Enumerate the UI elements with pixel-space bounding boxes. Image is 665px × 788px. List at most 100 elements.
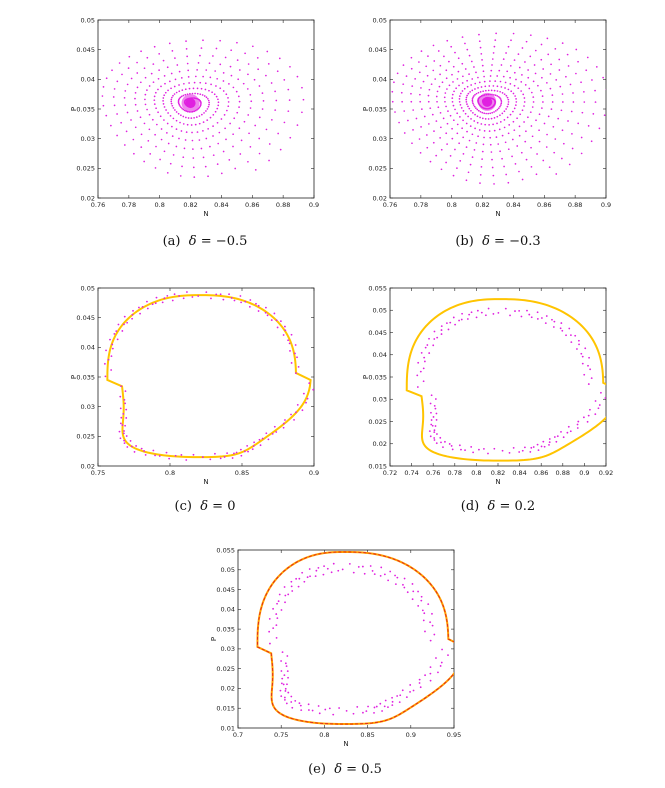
trajectory-point [493, 117, 496, 119]
trajectory-point [275, 636, 278, 639]
trajectory-point [491, 58, 494, 60]
trajectory-point [490, 69, 493, 72]
trajectory-point [426, 146, 429, 149]
plot-area [103, 291, 314, 461]
equilibrium-core [482, 96, 493, 107]
trajectory-point [605, 88, 606, 91]
trajectory-point [574, 334, 577, 337]
trajectory-point [301, 86, 303, 89]
trajectory-point [158, 52, 161, 55]
trajectory-point [480, 311, 483, 314]
trajectory-point [496, 90, 499, 92]
trajectory-point [558, 58, 561, 61]
trajectory-point [487, 118, 490, 120]
y-tick-label: 0.03 [81, 403, 95, 411]
trajectory-point [305, 401, 307, 404]
trajectory-point [548, 438, 551, 440]
trajectory-point [219, 293, 222, 296]
trajectory-point [546, 37, 549, 40]
trajectory-point [493, 89, 496, 92]
trajectory-point [484, 118, 487, 120]
trajectory-point [391, 100, 394, 103]
trajectory-point [322, 573, 325, 576]
trajectory-point [175, 119, 178, 122]
trajectory-point [164, 82, 166, 85]
trajectory-point [264, 311, 267, 314]
trajectory-point [290, 333, 293, 336]
trajectory-point [481, 150, 484, 153]
trajectory-point [424, 346, 427, 349]
trajectory-point [412, 689, 415, 692]
trajectory-point [521, 178, 524, 181]
trajectory-point [130, 77, 133, 80]
trajectory-point [210, 83, 212, 86]
trajectory-point [284, 601, 286, 604]
trajectory-point [467, 92, 470, 95]
trajectory-point [290, 585, 293, 588]
trajectory-point [581, 362, 584, 365]
trajectory-point [436, 433, 438, 435]
trajectory-point [451, 73, 453, 76]
trajectory-point [202, 75, 204, 78]
trajectory-point [175, 111, 178, 113]
trajectory-point [550, 63, 552, 66]
trajectory-point [435, 154, 438, 157]
trajectory-point [483, 80, 486, 83]
trajectory-point [266, 314, 269, 317]
trajectory-point [163, 150, 166, 153]
trajectory-point [474, 93, 476, 96]
trajectory-point [461, 82, 464, 84]
trajectory-point [477, 135, 479, 138]
trajectory-point [401, 100, 403, 103]
trajectory-point [493, 45, 496, 48]
trajectory-point [280, 660, 282, 662]
caption-d-label: (d) [460, 499, 480, 514]
trajectory-point [279, 148, 282, 151]
trajectory-point [496, 85, 499, 88]
trajectory-point [393, 81, 395, 84]
trajectory-point [144, 454, 147, 456]
trajectory-point [365, 710, 368, 713]
trajectory-point [224, 127, 226, 130]
trajectory-point [583, 101, 586, 103]
trajectory-point [175, 91, 178, 94]
trajectory-point [281, 651, 284, 654]
y-tick-label: 0.025 [76, 165, 95, 173]
chart-panel-b: 0.76 0.78 0.8 0.82 0.84 0.86 0.88 0.9 0.02 0.025 0… [362, 14, 622, 224]
trajectory-point [586, 56, 589, 59]
chart-panel-e: 0.7 0.75 0.8 0.85 0.9 0.95 0.01 0.015 0.02 0.025 0… [210, 544, 470, 754]
caption-e-value: 0.5 [361, 762, 382, 777]
x-tick-label: 0.9 [601, 201, 611, 209]
x-axis-label: N [495, 478, 500, 486]
trajectory-point [301, 571, 304, 574]
trajectory-point [561, 329, 564, 332]
y-tick-label: 0.015 [216, 705, 235, 713]
trajectory-point [111, 347, 114, 350]
trajectory-point [475, 71, 477, 74]
trajectory-point [235, 451, 238, 454]
trajectory-point [542, 68, 545, 70]
trajectory-point [144, 76, 147, 79]
trajectory-point [536, 318, 539, 320]
trajectory-point [205, 137, 208, 140]
trajectory-point [144, 103, 147, 106]
trajectory-point [483, 136, 485, 139]
trajectory-point [498, 128, 501, 131]
trajectory-point [403, 110, 406, 112]
plot-area [405, 298, 606, 462]
trajectory-point [458, 84, 460, 87]
trajectory-point [499, 80, 502, 83]
trajectory-point [416, 386, 419, 388]
trajectory-point [288, 99, 291, 101]
trajectory-point [520, 90, 522, 92]
trajectory-point [135, 445, 137, 447]
trajectory-point [498, 69, 501, 72]
trajectory-point [462, 153, 465, 155]
trajectory-point [429, 402, 432, 405]
trajectory-point [127, 67, 130, 69]
trajectory-point [161, 301, 164, 304]
trajectory-point [439, 137, 441, 139]
trajectory-point [238, 100, 241, 103]
trajectory-point [126, 111, 129, 114]
trajectory-point [116, 113, 118, 115]
